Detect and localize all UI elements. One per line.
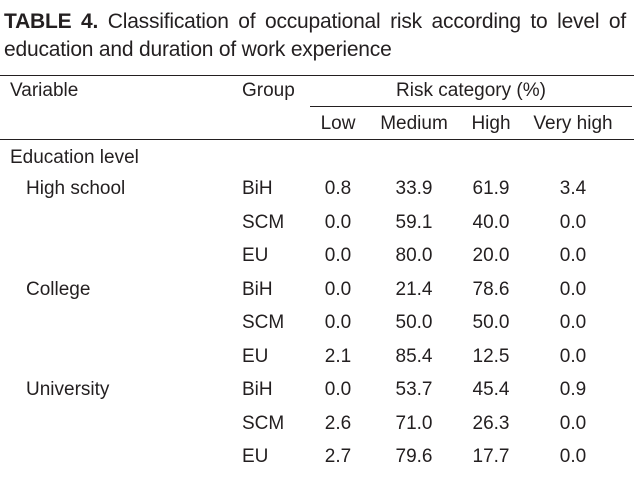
row-very-high: 0.9	[559, 379, 587, 400]
row-group: BiH	[242, 178, 273, 199]
table-caption: TABLE 4. Classification of occupational …	[4, 8, 626, 64]
header-variable: Variable	[10, 80, 79, 101]
row-high: 12.5	[472, 345, 510, 367]
row-medium: 53.7	[395, 379, 433, 400]
row-high: 40.0	[472, 211, 510, 233]
row-very-high: 0.0	[559, 345, 587, 367]
row-very-high: 0.0	[559, 211, 587, 233]
row-high: 50.0	[472, 312, 510, 333]
row-medium: 71.0	[395, 412, 433, 434]
row-group: SCM	[242, 211, 285, 233]
row-very-high: 0.0	[559, 245, 587, 266]
row-low: 2.7	[324, 446, 352, 467]
row-variable: College	[26, 278, 91, 300]
row-low: 0.0	[324, 278, 352, 300]
row-medium: 21.4	[395, 278, 433, 300]
row-high: 20.0	[472, 245, 510, 266]
row-very-high: 0.0	[559, 446, 587, 467]
header-bottom-rule	[0, 139, 634, 140]
row-group: EU	[242, 446, 269, 467]
row-very-high: 3.4	[559, 178, 587, 199]
row-low: 0.8	[324, 178, 352, 199]
row-high: 78.6	[472, 278, 510, 300]
row-medium: 33.9	[395, 178, 433, 199]
row-very-high: 0.0	[559, 278, 587, 300]
table-title: Classification of occupational risk acco…	[4, 10, 627, 61]
header-group: Group	[242, 80, 295, 101]
row-low: 2.1	[324, 345, 352, 367]
row-medium: 80.0	[395, 245, 433, 266]
row-variable: University	[26, 379, 110, 400]
row-high: 17.7	[472, 446, 510, 467]
row-medium: 59.1	[395, 211, 433, 233]
subheader-rule	[310, 106, 632, 107]
header-risk-category: Risk category (%)	[396, 80, 546, 101]
row-group: BiH	[242, 379, 273, 400]
header-low: Low	[320, 113, 356, 134]
row-high: 61.9	[472, 178, 510, 199]
row-group: SCM	[242, 312, 285, 333]
row-high: 45.4	[472, 379, 510, 400]
row-low: 2.6	[324, 412, 352, 434]
row-medium: 79.6	[395, 446, 433, 467]
section-education-level: Education level	[10, 147, 139, 168]
row-low: 0.0	[324, 379, 352, 400]
row-group: EU	[242, 345, 269, 367]
header-high: High	[471, 113, 511, 134]
row-group: SCM	[242, 412, 285, 434]
row-very-high: 0.0	[559, 412, 587, 434]
row-low: 0.0	[324, 312, 352, 333]
row-variable: High school	[26, 178, 126, 199]
row-medium: 50.0	[395, 312, 433, 333]
table-label: TABLE 4.	[4, 10, 99, 33]
row-group: BiH	[242, 278, 273, 300]
row-very-high: 0.0	[559, 312, 587, 333]
row-low: 0.0	[324, 211, 352, 233]
row-group: EU	[242, 245, 269, 266]
header-very-high: Very high	[533, 113, 613, 134]
row-low: 0.0	[324, 245, 352, 266]
row-high: 26.3	[472, 412, 510, 434]
row-medium: 85.4	[395, 345, 433, 367]
top-rule	[0, 75, 634, 76]
header-medium: Medium	[380, 113, 448, 134]
